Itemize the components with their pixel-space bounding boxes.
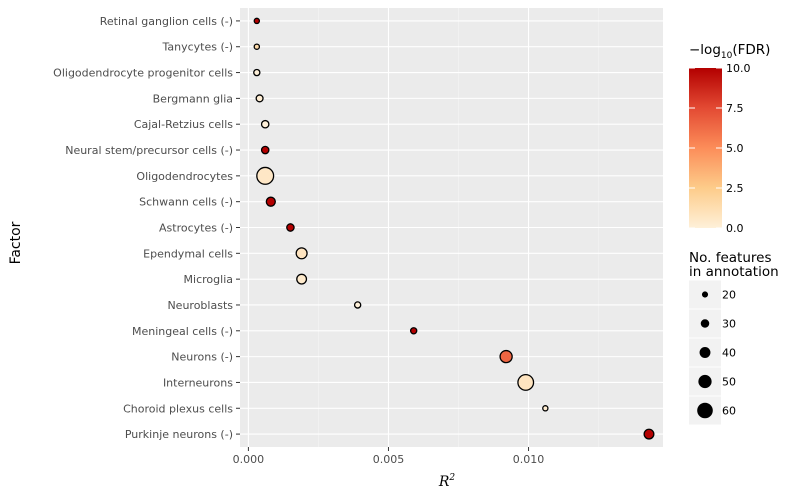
color-legend-title-log: −log bbox=[689, 42, 721, 58]
color-legend-title-sub: 10 bbox=[721, 51, 733, 61]
y-tick-label: Schwann cells (-) bbox=[139, 196, 233, 209]
data-point bbox=[295, 247, 308, 260]
data-point bbox=[256, 166, 275, 185]
size-legend-dot bbox=[701, 291, 709, 298]
size-legend-label: 40 bbox=[722, 347, 736, 360]
y-tick-label: Microglia bbox=[184, 273, 233, 286]
size-legend-dot bbox=[700, 319, 710, 328]
y-tick-label: Oligodendrocyte progenitor cells bbox=[53, 67, 233, 80]
data-point bbox=[253, 43, 261, 50]
size-legend-label: 60 bbox=[722, 405, 736, 418]
data-point bbox=[286, 223, 295, 232]
x-tick-label: 0.010 bbox=[513, 453, 545, 466]
x-tick-label: 0.005 bbox=[373, 453, 405, 466]
data-point bbox=[499, 349, 513, 364]
size-legend-title-line2: in annotation bbox=[689, 264, 779, 280]
size-legend-dot bbox=[699, 347, 711, 358]
data-point bbox=[296, 273, 308, 285]
y-tick-label: Purkinje neurons (-) bbox=[125, 428, 233, 441]
color-legend-title: −log10(FDR) bbox=[689, 42, 770, 61]
y-tick-label: Neuroblasts bbox=[167, 299, 233, 312]
colorbar-tick-label: 10.0 bbox=[726, 62, 751, 75]
data-point bbox=[253, 17, 261, 25]
data-point bbox=[517, 373, 535, 391]
size-legend-label: 30 bbox=[722, 318, 736, 331]
data-point bbox=[265, 196, 276, 207]
y-tick-label: Interneurons bbox=[163, 376, 233, 389]
y-tick-label: Retinal ganglion cells (-) bbox=[100, 15, 233, 28]
size-legend-label: 20 bbox=[722, 289, 736, 302]
size-legend-dot bbox=[697, 402, 713, 419]
data-point bbox=[643, 428, 655, 440]
y-tick-label: Cajal-Retzius cells bbox=[134, 118, 233, 131]
x-tick-label: 0.000 bbox=[233, 453, 265, 466]
colorbar-tick-label: 7.5 bbox=[726, 102, 744, 115]
size-legend-dot bbox=[698, 374, 712, 389]
colorbar-tick-label: 2.5 bbox=[726, 182, 744, 195]
y-tick-label: Choroid plexus cells bbox=[123, 402, 233, 415]
y-tick-label: Neurons (-) bbox=[171, 351, 233, 364]
size-legend-label: 50 bbox=[722, 376, 736, 389]
data-point bbox=[260, 145, 270, 155]
y-tick-label: Astrocytes (-) bbox=[159, 222, 233, 235]
data-point bbox=[542, 405, 549, 412]
data-point bbox=[255, 94, 264, 103]
data-point bbox=[253, 68, 261, 77]
color-legend-title-fdr: (FDR) bbox=[732, 42, 770, 58]
y-axis-title: Factor bbox=[8, 221, 24, 264]
x-axis-title-sup: 2 bbox=[448, 473, 455, 483]
data-point bbox=[260, 119, 270, 129]
colorbar-tick-label: 5.0 bbox=[726, 142, 744, 155]
y-tick-label: Neural stem/precursor cells (-) bbox=[65, 144, 233, 157]
x-axis-title: R2 bbox=[438, 473, 456, 490]
data-point bbox=[353, 301, 362, 309]
data-point bbox=[409, 327, 418, 335]
colorbar-tick-label: 0.0 bbox=[726, 222, 744, 235]
y-tick-label: Bergmann glia bbox=[153, 92, 233, 105]
x-axis-title-base: R bbox=[438, 474, 450, 490]
y-tick-label: Oligodendrocytes bbox=[136, 170, 233, 183]
y-tick-label: Tanycytes (-) bbox=[161, 41, 233, 54]
y-tick-label: Ependymal cells bbox=[143, 247, 233, 260]
y-tick-label: Meningeal cells (-) bbox=[132, 325, 233, 338]
size-legend-title-line1: No. features bbox=[689, 250, 771, 266]
